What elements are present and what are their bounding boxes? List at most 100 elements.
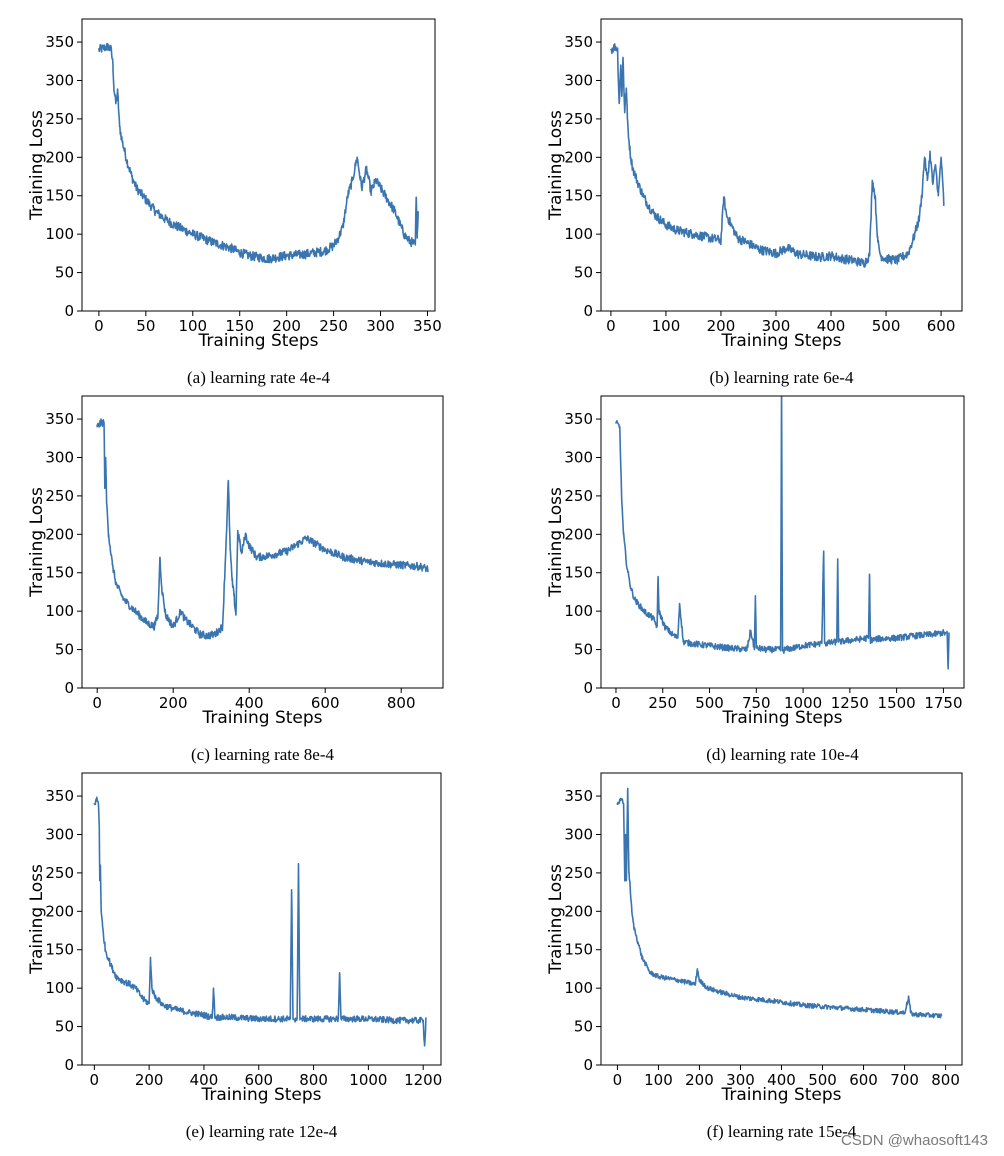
y-tick-label: 0	[64, 1056, 74, 1074]
chart-caption: (f) learning rate 15e-4	[707, 1122, 857, 1141]
y-tick-label: 0	[64, 302, 74, 320]
x-tick-label: 400	[190, 1071, 219, 1089]
y-tick-label: 150	[45, 187, 74, 205]
y-tick-label: 200	[45, 525, 74, 543]
series-line-loss	[616, 787, 943, 1019]
chart-caption: (a) learning rate 4e-4	[187, 368, 330, 387]
plot-frame	[81, 18, 436, 312]
chart-caption: (e) learning rate 12e-4	[186, 1122, 338, 1141]
x-tick-label: 1000	[784, 694, 822, 712]
x-tick-label: 700	[890, 1071, 919, 1089]
y-tick-label: 300	[564, 825, 593, 843]
y-tick-label: 300	[45, 448, 74, 466]
y-tick-label: 250	[45, 864, 74, 882]
y-tick-label: 250	[564, 864, 593, 882]
watermark: CSDN @whaosoft143	[841, 1132, 988, 1149]
y-tick-label: 150	[45, 564, 74, 582]
y-tick-label: 100	[564, 225, 593, 243]
x-tick-label: 250	[319, 317, 348, 335]
y-tick-label: 250	[45, 487, 74, 505]
y-tick-label: 300	[45, 825, 74, 843]
x-axis-label: Training Steps	[197, 331, 318, 351]
x-tick-label: 300	[726, 1071, 755, 1089]
y-tick-label: 100	[564, 979, 593, 997]
x-tick-label: 750	[742, 694, 771, 712]
y-tick-label: 50	[55, 264, 74, 282]
y-tick-label: 350	[564, 787, 593, 805]
plot-frame	[81, 395, 444, 689]
y-tick-label: 250	[45, 110, 74, 128]
chart-panel-1: 0 100 200 300 400 500 600 0 50 100 150 200 250 300 350…	[546, 18, 963, 387]
y-axis-label: Training Loss	[27, 864, 47, 975]
y-tick-label: 150	[564, 187, 593, 205]
y-tick-label: 350	[564, 410, 593, 428]
x-tick-label: 400	[817, 317, 846, 335]
y-axis-label: Training Loss	[546, 110, 566, 221]
x-tick-label: 800	[931, 1071, 960, 1089]
x-tick-label: 100	[652, 317, 681, 335]
x-tick-label: 0	[92, 694, 102, 712]
x-tick-label: 250	[648, 694, 677, 712]
x-axis-label: Training Steps	[201, 708, 322, 728]
x-tick-label: 100	[644, 1071, 673, 1089]
y-tick-label: 0	[64, 679, 74, 697]
chart-panel-4: 0 200 400 600 800 1000 1200 0 50 100 150 200 250 300 3…	[27, 772, 442, 1141]
plot-frame	[600, 18, 963, 312]
x-tick-label: 500	[872, 317, 901, 335]
x-tick-label: 300	[366, 317, 395, 335]
chart-caption: (b) learning rate 6e-4	[710, 368, 854, 387]
y-tick-label: 350	[45, 410, 74, 428]
y-tick-label: 50	[574, 641, 593, 659]
x-tick-label: 600	[244, 1071, 273, 1089]
y-tick-label: 150	[45, 941, 74, 959]
x-tick-label: 200	[707, 317, 736, 335]
chart-panel-5: 0 100 200 300 400 500 600 700 800 0 50 100 150 200 250…	[546, 772, 963, 1141]
plot-frame	[600, 395, 965, 689]
chart-panel-0: 0 50 100 150 200 250 300 350 0 50 100 150 200 250 300 3…	[27, 18, 442, 387]
x-tick-label: 100	[178, 317, 207, 335]
y-tick-label: 0	[583, 1056, 593, 1074]
x-tick-label: 1750	[924, 694, 962, 712]
chart-panel-2: 0 200 400 600 800 0 50 100 150 200 250 300 350 Traini…	[27, 395, 444, 764]
series-line-loss	[98, 42, 419, 264]
y-tick-label: 50	[55, 1018, 74, 1036]
y-tick-label: 250	[564, 487, 593, 505]
x-tick-label: 1500	[878, 694, 916, 712]
series-line-loss	[93, 796, 427, 1047]
y-tick-label: 100	[45, 979, 74, 997]
x-tick-label: 0	[613, 1071, 623, 1089]
x-tick-label: 200	[272, 317, 301, 335]
y-tick-label: 50	[574, 1018, 593, 1036]
x-tick-label: 0	[606, 317, 616, 335]
y-tick-label: 200	[564, 525, 593, 543]
x-tick-label: 350	[413, 317, 442, 335]
y-tick-label: 200	[45, 148, 74, 166]
x-axis-label: Training Steps	[720, 1085, 841, 1105]
chart-panel-3: 0 250 500 750 1000 1250 1500 1750 0 50 100 150 200 25…	[546, 395, 965, 764]
y-axis-label: Training Loss	[27, 487, 47, 598]
y-tick-label: 150	[564, 564, 593, 582]
y-tick-label: 250	[564, 110, 593, 128]
plot-frame	[600, 772, 963, 1066]
x-tick-label: 150	[225, 317, 254, 335]
y-tick-label: 350	[564, 33, 593, 51]
y-tick-label: 0	[583, 302, 593, 320]
x-tick-label: 50	[136, 317, 155, 335]
x-tick-label: 600	[311, 694, 340, 712]
x-tick-label: 800	[299, 1071, 328, 1089]
x-tick-label: 400	[235, 694, 264, 712]
y-tick-label: 150	[564, 941, 593, 959]
y-tick-label: 0	[583, 679, 593, 697]
y-tick-label: 350	[45, 787, 74, 805]
x-tick-label: 0	[90, 1071, 100, 1089]
x-tick-label: 600	[927, 317, 956, 335]
y-tick-label: 50	[55, 641, 74, 659]
series-line-loss	[615, 396, 950, 670]
x-tick-label: 400	[767, 1071, 796, 1089]
y-axis-label: Training Loss	[546, 487, 566, 598]
x-tick-label: 200	[135, 1071, 164, 1089]
series-line-loss	[610, 43, 945, 268]
y-tick-label: 100	[564, 602, 593, 620]
y-tick-label: 350	[45, 33, 74, 51]
y-axis-label: Training Loss	[546, 864, 566, 975]
